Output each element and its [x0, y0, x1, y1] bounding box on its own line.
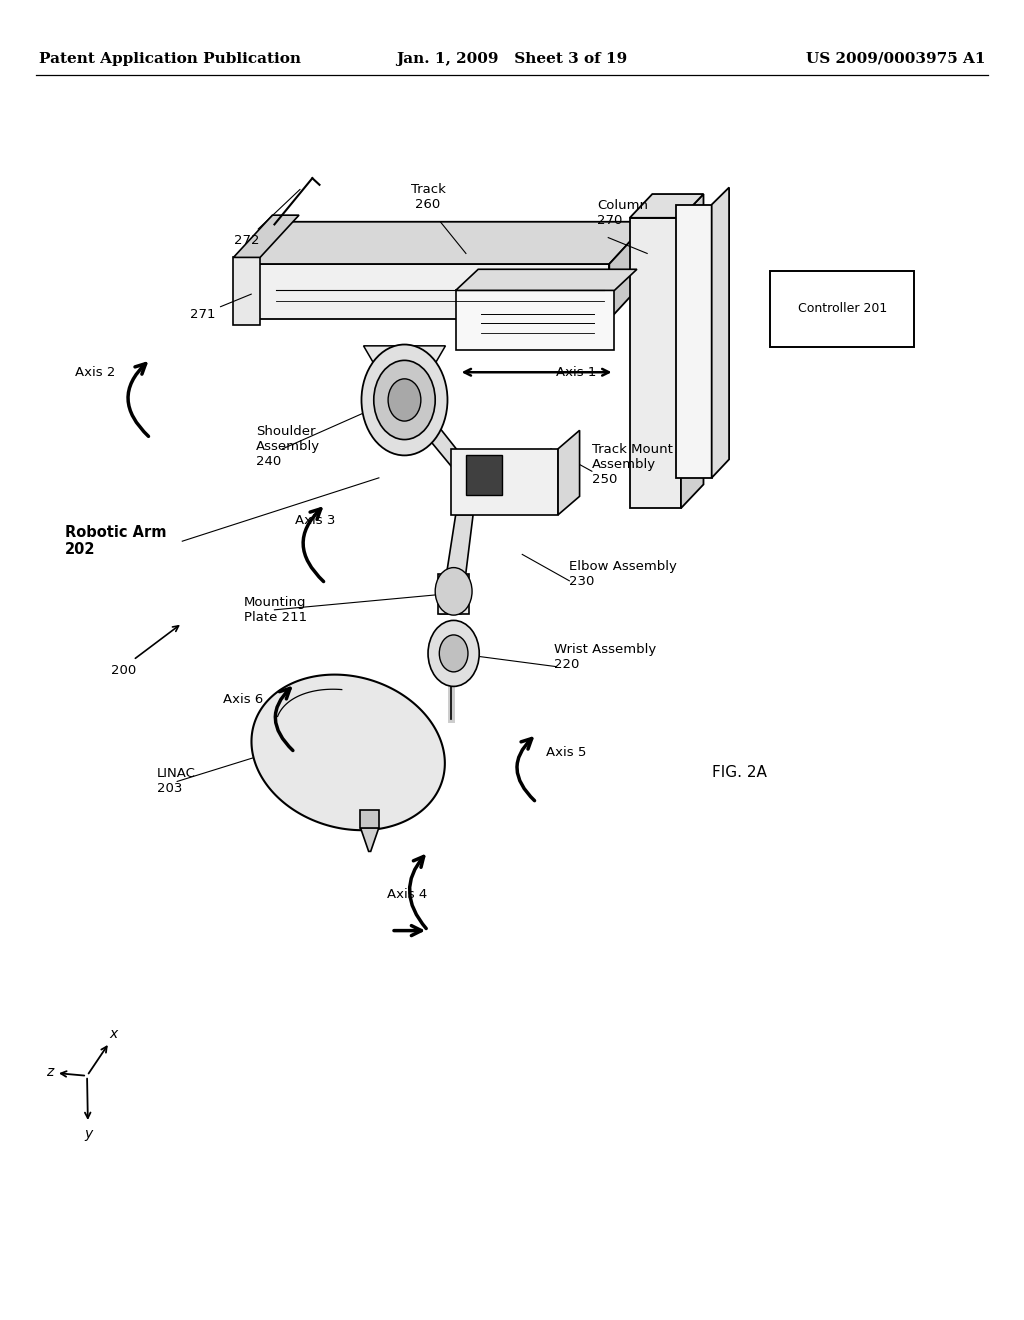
Circle shape: [361, 345, 447, 455]
Polygon shape: [451, 449, 558, 515]
Text: FIG. 2A: FIG. 2A: [712, 764, 767, 780]
Text: Axis 1: Axis 1: [556, 366, 596, 379]
Circle shape: [428, 620, 479, 686]
Text: y: y: [85, 1127, 93, 1140]
Polygon shape: [360, 828, 379, 851]
Polygon shape: [364, 346, 445, 372]
Text: US 2009/0003975 A1: US 2009/0003975 A1: [806, 51, 985, 66]
Polygon shape: [681, 194, 703, 508]
Polygon shape: [410, 416, 479, 478]
Text: Axis 5: Axis 5: [546, 746, 586, 759]
Text: Elbow Assembly
230: Elbow Assembly 230: [569, 560, 677, 589]
Text: 271: 271: [189, 294, 251, 321]
Polygon shape: [456, 269, 637, 290]
Text: Robotic Arm
202: Robotic Arm 202: [65, 525, 166, 557]
Text: Axis 6: Axis 6: [223, 693, 263, 706]
Text: Patent Application Publication: Patent Application Publication: [39, 51, 301, 66]
Text: Axis 3: Axis 3: [295, 513, 335, 527]
Polygon shape: [466, 455, 502, 495]
Polygon shape: [438, 574, 469, 614]
Polygon shape: [252, 675, 444, 830]
Polygon shape: [558, 430, 580, 515]
Polygon shape: [233, 215, 299, 257]
Text: 272: 272: [233, 189, 300, 247]
Polygon shape: [456, 290, 614, 350]
Text: x: x: [110, 1027, 118, 1040]
Text: Jan. 1, 2009   Sheet 3 of 19: Jan. 1, 2009 Sheet 3 of 19: [396, 51, 628, 66]
Text: Column
270: Column 270: [597, 199, 648, 227]
Circle shape: [374, 360, 435, 440]
Circle shape: [435, 568, 472, 615]
Polygon shape: [236, 264, 609, 319]
Polygon shape: [630, 218, 681, 508]
Polygon shape: [360, 810, 379, 828]
Text: Axis 4: Axis 4: [387, 888, 428, 902]
Polygon shape: [236, 222, 648, 264]
Text: Shoulder
Assembly
240: Shoulder Assembly 240: [256, 425, 321, 467]
Text: Track Mount
Assembly
250: Track Mount Assembly 250: [592, 444, 673, 486]
Text: Track
260: Track 260: [411, 183, 445, 211]
Text: Mounting
Plate 211: Mounting Plate 211: [244, 595, 307, 624]
Text: 200: 200: [111, 664, 136, 677]
Polygon shape: [630, 194, 703, 218]
Text: Axis 2: Axis 2: [75, 366, 115, 379]
Text: LINAC
203: LINAC 203: [157, 767, 196, 796]
Polygon shape: [609, 222, 648, 319]
Text: Controller 201: Controller 201: [798, 302, 887, 315]
Polygon shape: [676, 205, 712, 478]
Circle shape: [439, 635, 468, 672]
Polygon shape: [233, 257, 260, 325]
Text: Wrist Assembly
220: Wrist Assembly 220: [554, 643, 656, 672]
Polygon shape: [440, 515, 473, 614]
Text: z: z: [45, 1065, 53, 1080]
FancyBboxPatch shape: [770, 271, 914, 347]
Circle shape: [388, 379, 421, 421]
Polygon shape: [712, 187, 729, 478]
